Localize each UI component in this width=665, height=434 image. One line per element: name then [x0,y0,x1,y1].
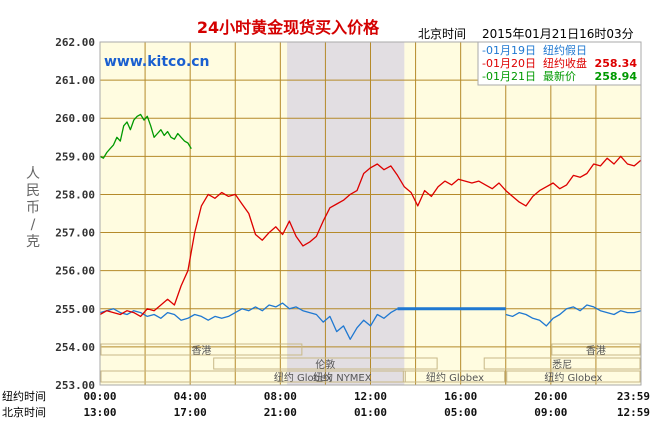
y-tick-label: 260.00 [55,112,95,125]
session-bar [100,343,303,356]
y-label-char: 民 [26,183,40,199]
legend-status: 纽约假日 [543,43,587,57]
grid-lines [99,41,642,386]
session-label: 伦敦 [315,358,335,371]
y-axis-label: 人民币/克 [26,166,40,250]
x-tick-label: 12:00 [354,390,387,403]
y-tick-label: 258.00 [55,188,95,201]
series-line-01月20日 [99,155,642,318]
legend: -01月19日 纽约假日 -01月20日 纽约收盘 258.34 -01月21日 最新价 25… [477,41,642,86]
x-tick-label: 13:00 [83,406,116,419]
y-label-char: 克 [26,234,40,250]
session-bar [506,370,641,383]
price-series [99,113,642,340]
timestamp: 2015年01月21日16时03分 [482,27,634,41]
session-bar [404,370,506,383]
legend-status: 纽约收盘 [543,56,587,70]
legend-date: -01月20日 [482,57,536,70]
y-label-char: 人 [26,166,40,182]
y-axis: 262.00 261.00 260.00 259.00 258.00 257.00 256.… [55,36,95,392]
timestamp-label: 北京时间 [418,27,466,41]
session-label: 纽约 NYMEX [313,371,372,384]
x-row-label: 北京时间 [2,405,46,419]
y-tick-label: 257.00 [55,227,95,240]
y-label-char: / [31,217,36,233]
legend-date: -01月21日 [482,70,536,83]
session-bar [551,343,641,356]
x-tick-label: 16:00 [444,390,477,403]
x-row-label: 纽约时间 [2,389,46,403]
session-label: 纽约 Globex [426,371,484,384]
legend-status: 最新价 [543,69,576,83]
y-tick-label: 253.00 [55,379,95,392]
x-tick-label: 09:00 [534,406,567,419]
session-label: 纽约 Globex [274,371,332,384]
x-tick-label: 01:00 [354,406,387,419]
series-line-01月21日 [99,113,192,159]
x-tick-label: 17:00 [174,406,207,419]
session-bar [483,357,641,370]
session-bar [280,370,404,383]
series-line-01月19日 [99,302,398,340]
session-bar [213,357,438,370]
x-tick-label: 21:00 [264,406,297,419]
x-tick-label: 05:00 [444,406,477,419]
legend-value: 258.94 [595,70,638,83]
session-label: 悉尼 [552,359,572,371]
x-tick-label: 04:00 [174,390,207,403]
y-tick-label: 262.00 [55,36,95,49]
legend-date: -01月19日 [482,44,536,57]
y-tick-label: 259.00 [55,150,95,163]
y-tick-label: 255.00 [55,303,95,316]
session-label: 纽约 Globex [544,371,602,384]
x-tick-label: 23:59 [617,390,650,403]
plot-border [99,41,642,386]
x-tick-label: 12:59 [617,406,650,419]
x-tick-label: 00:00 [83,390,116,403]
legend-value: 258.34 [595,57,638,70]
x-axis: 纽约时间 00:00 04:00 08:00 12:00 16:00 20:00 23:59 北… [2,389,650,419]
y-label-char: 币 [26,200,40,216]
y-tick-label: 261.00 [55,74,95,87]
chart-title: 24小时黄金现货买入价格 [197,18,380,37]
session-label: 香港 [586,345,606,357]
x-tick-label: 08:00 [264,390,297,403]
nymex-shaded-region [287,42,405,385]
session-label: 香港 [191,345,211,357]
website-watermark: www.kitco.cn [104,54,210,70]
y-tick-label: 256.00 [55,265,95,278]
series-line-01月19日 [505,304,642,327]
y-tick-label: 254.00 [55,341,95,354]
legend-box [477,41,642,86]
x-tick-label: 20:00 [534,390,567,403]
